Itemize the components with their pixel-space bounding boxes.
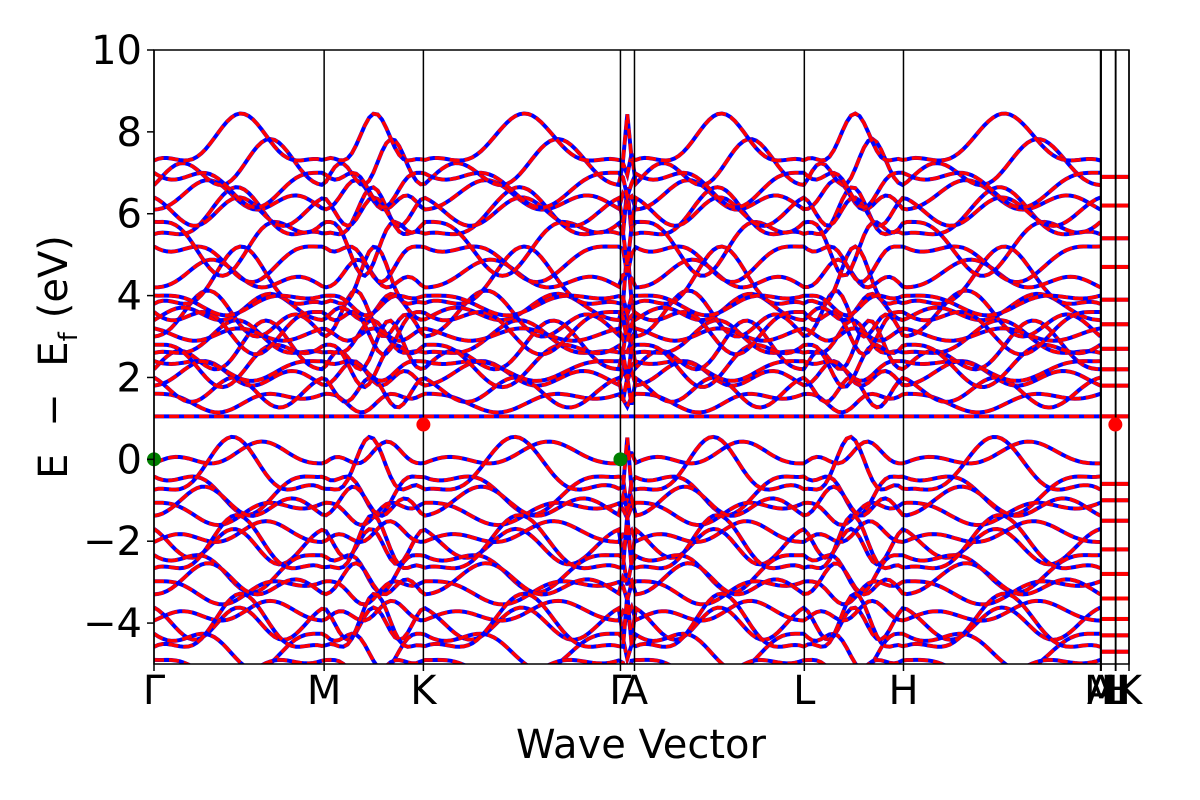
y-tick-label: 8 bbox=[117, 110, 142, 156]
x-tick-label: K bbox=[410, 668, 438, 714]
plot-frame bbox=[153, 49, 1130, 665]
band-line-dashed bbox=[154, 136, 1101, 188]
x-tick-label: H bbox=[888, 668, 918, 714]
y-axis-title-e: E bbox=[31, 454, 77, 479]
y-axis-title-ef-subscript: f bbox=[54, 331, 84, 341]
band-line-dashed bbox=[154, 292, 1101, 323]
y-axis-title: E − Ef (eV) bbox=[31, 235, 84, 479]
band-line-dashed bbox=[154, 170, 1101, 210]
band-line-dashed bbox=[154, 484, 1102, 518]
band-line-dashed bbox=[154, 658, 1102, 664]
y-tick-label: 6 bbox=[117, 192, 142, 238]
band-line-dashed bbox=[154, 293, 1101, 321]
band-line-dashed bbox=[154, 244, 1101, 284]
y-axis-title-unit: (eV) bbox=[31, 235, 77, 318]
y-axis-title-ef: E bbox=[31, 341, 77, 366]
cbm-marker bbox=[1108, 417, 1123, 432]
band-line-dashed bbox=[154, 342, 1102, 389]
x-tick-label: A bbox=[621, 668, 649, 714]
cbm-marker bbox=[416, 417, 431, 432]
band-line-dashed bbox=[154, 375, 1102, 410]
band-line-dashed bbox=[154, 631, 1101, 664]
band-line-dashed bbox=[154, 513, 1102, 571]
x-tick-label: Γ bbox=[609, 668, 632, 714]
x-tick-label: M bbox=[1084, 668, 1119, 714]
band-line-dashed bbox=[154, 591, 1101, 649]
band-line-dashed bbox=[154, 474, 1101, 517]
band-line-dashed bbox=[154, 323, 1101, 346]
band-line-solid bbox=[154, 553, 1101, 595]
y-tick-label: 10 bbox=[91, 28, 142, 74]
high-symmetry-lines bbox=[153, 50, 1130, 664]
band-line-dashed bbox=[154, 219, 1102, 278]
band-line-dashed bbox=[154, 561, 1102, 597]
x-tick-label: A bbox=[1087, 668, 1115, 714]
vbm-marker bbox=[613, 452, 628, 467]
x-tick-label: L bbox=[1104, 668, 1127, 714]
band-curves bbox=[154, 111, 1129, 664]
y-tick-label: 0 bbox=[117, 437, 142, 483]
bands-layer bbox=[154, 111, 1129, 664]
band-line-dashed bbox=[154, 111, 1101, 163]
band-line-dashed bbox=[154, 434, 1102, 492]
y-tick-label: −4 bbox=[83, 601, 142, 647]
y-axis-title-minus: − bbox=[31, 393, 77, 427]
y-tick-label: −2 bbox=[83, 519, 142, 565]
band-line-dashed bbox=[154, 244, 1102, 306]
x-tick-label: M bbox=[307, 668, 342, 714]
band-line-dashed bbox=[154, 599, 1101, 623]
x-tick-label: L bbox=[793, 668, 816, 714]
x-axis-title: Wave Vector bbox=[516, 722, 767, 768]
x-tick-label: H bbox=[1101, 668, 1131, 714]
y-axis-ticks: −4 −2 0 2 4 6 8 10 bbox=[83, 28, 154, 647]
x-tick-label: Γ bbox=[143, 668, 166, 714]
y-tick-label: 4 bbox=[117, 274, 142, 320]
x-tick-label: K bbox=[1116, 668, 1144, 714]
band-line-dashed bbox=[154, 310, 1101, 357]
y-tick-label: 2 bbox=[117, 355, 142, 401]
